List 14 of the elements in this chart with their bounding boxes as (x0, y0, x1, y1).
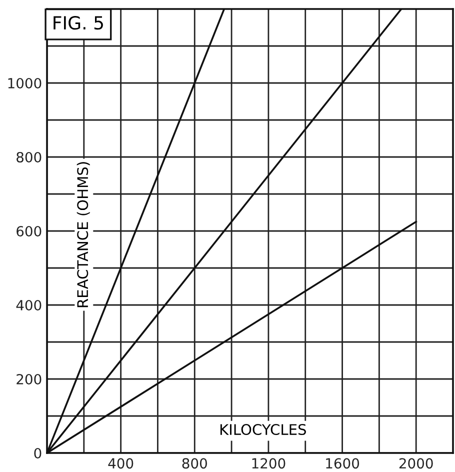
y-tick-label: 200 (16, 374, 42, 384)
x-tick-label: 1600 (326, 458, 360, 469)
x-tick-label: 1200 (252, 458, 286, 469)
x-tick-label: 400 (108, 458, 134, 469)
chart-title: FIG. 5 (54, 16, 103, 30)
y-tick-label: 600 (16, 226, 42, 236)
y-tick-label: 800 (16, 152, 42, 162)
y-tick-label: 0 (34, 448, 42, 458)
y-tick-label: 400 (16, 300, 42, 310)
x-tick-label: 800 (182, 458, 207, 469)
y-tick-label: 1000 (8, 78, 42, 88)
x-axis-title: KILOCYCLES (220, 424, 306, 436)
y-axis-title: REACTANCE (OHMS) (76, 162, 90, 308)
x-tick-label: 2000 (399, 458, 433, 469)
